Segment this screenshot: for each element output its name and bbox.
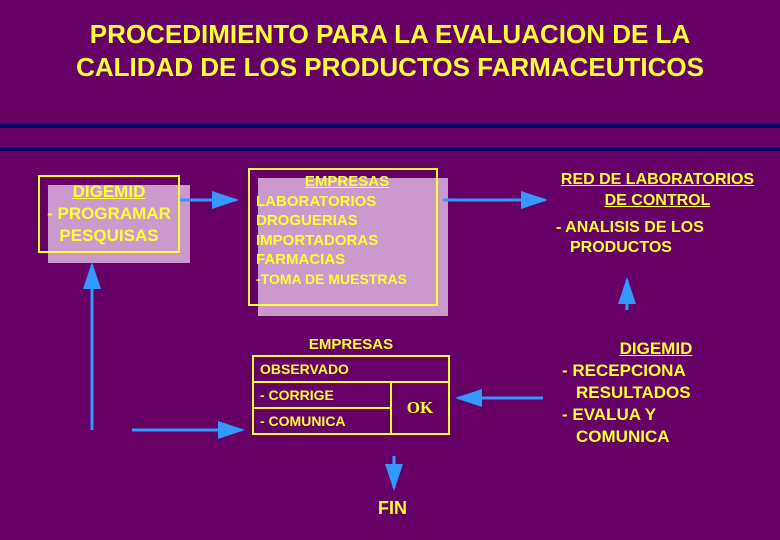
arrows-layer [0,0,780,540]
